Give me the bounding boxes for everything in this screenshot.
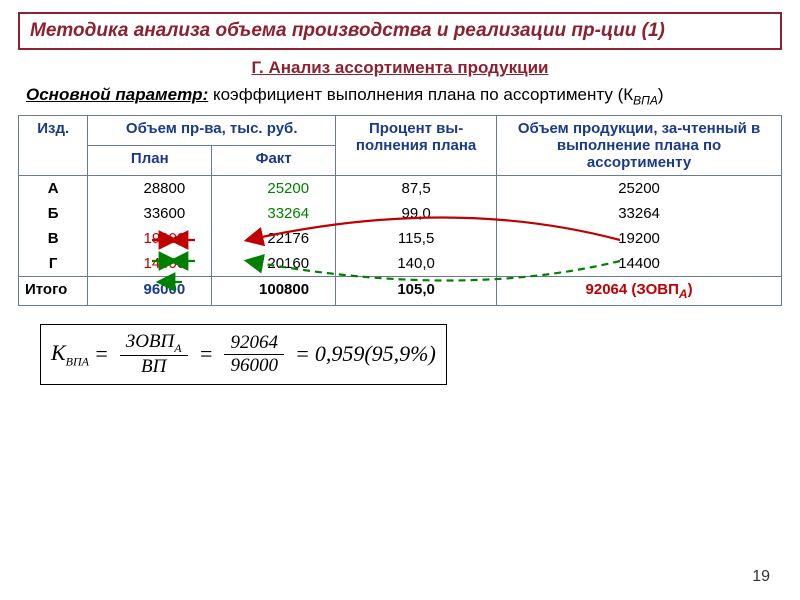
cell-fact: 22176 — [212, 226, 336, 251]
formula-box: КВПА = ЗОВПА ВП = 92064 96000 = 0,959(95… — [40, 324, 447, 386]
cell-fact: 20160 — [212, 251, 336, 277]
total-vol: 92064 (ЗОВПА) — [497, 276, 782, 305]
total-plan: 96000 — [88, 276, 212, 305]
section-subtitle: Г. Анализ ассортимента продукции — [18, 58, 782, 78]
col-product: Изд. — [19, 115, 88, 175]
param-sub: ВПА — [633, 93, 658, 107]
fraction-2: 92064 96000 — [224, 332, 284, 377]
cell-pct: 140,0 — [336, 251, 497, 277]
col-percent: Процент вы-полнения плана — [336, 115, 497, 175]
equals-icon: = — [295, 341, 310, 367]
cell-fact: 33264 — [212, 201, 336, 226]
param-text: коэффициент выполнения плана по ассортим… — [208, 85, 633, 104]
cell-plan: 33600 — [88, 201, 212, 226]
total-label: Итого — [19, 276, 88, 305]
f-result: 0,959(95,9%) — [315, 341, 436, 367]
row-label: Г — [19, 251, 88, 277]
cell-vol: 14400 — [497, 251, 782, 277]
main-parameter: Основной параметр: коэффициент выполнени… — [26, 84, 774, 109]
cell-vol: 33264 — [497, 201, 782, 226]
cell-plan: 19200 — [88, 226, 212, 251]
cell-pct: 115,5 — [336, 226, 497, 251]
page-number: 19 — [752, 568, 770, 586]
total-fact: 100800 — [212, 276, 336, 305]
param-label: Основной параметр: — [26, 85, 208, 104]
param-close: ) — [658, 85, 664, 104]
row-label: В — [19, 226, 88, 251]
col-credited: Объем продукции, за-чтенный в выполнение… — [497, 115, 782, 175]
equals-icon: = — [199, 341, 214, 367]
cell-fact: 25200 — [212, 175, 336, 201]
col-volume: Объем пр-ва, тыс. руб. — [88, 115, 336, 145]
total-pct: 105,0 — [336, 276, 497, 305]
col-fact: Факт — [212, 145, 336, 175]
cell-vol: 25200 — [497, 175, 782, 201]
row-label: Б — [19, 201, 88, 226]
page-title: Методика анализа объема производства и р… — [30, 20, 665, 41]
col-plan: План — [88, 145, 212, 175]
cell-plan: 28800 — [88, 175, 212, 201]
cell-pct: 99,0 — [336, 201, 497, 226]
row-label: А — [19, 175, 88, 201]
title-box: Методика анализа объема производства и р… — [18, 12, 782, 50]
equals-icon: = — [94, 341, 109, 367]
cell-plan: 14400 — [88, 251, 212, 277]
fraction-1: ЗОВПА ВП — [120, 331, 188, 379]
cell-vol: 19200 — [497, 226, 782, 251]
cell-pct: 87,5 — [336, 175, 497, 201]
assortment-table: Изд. Объем пр-ва, тыс. руб. Процент вы-п… — [18, 115, 782, 306]
f-lhs: КВПА — [51, 340, 89, 369]
